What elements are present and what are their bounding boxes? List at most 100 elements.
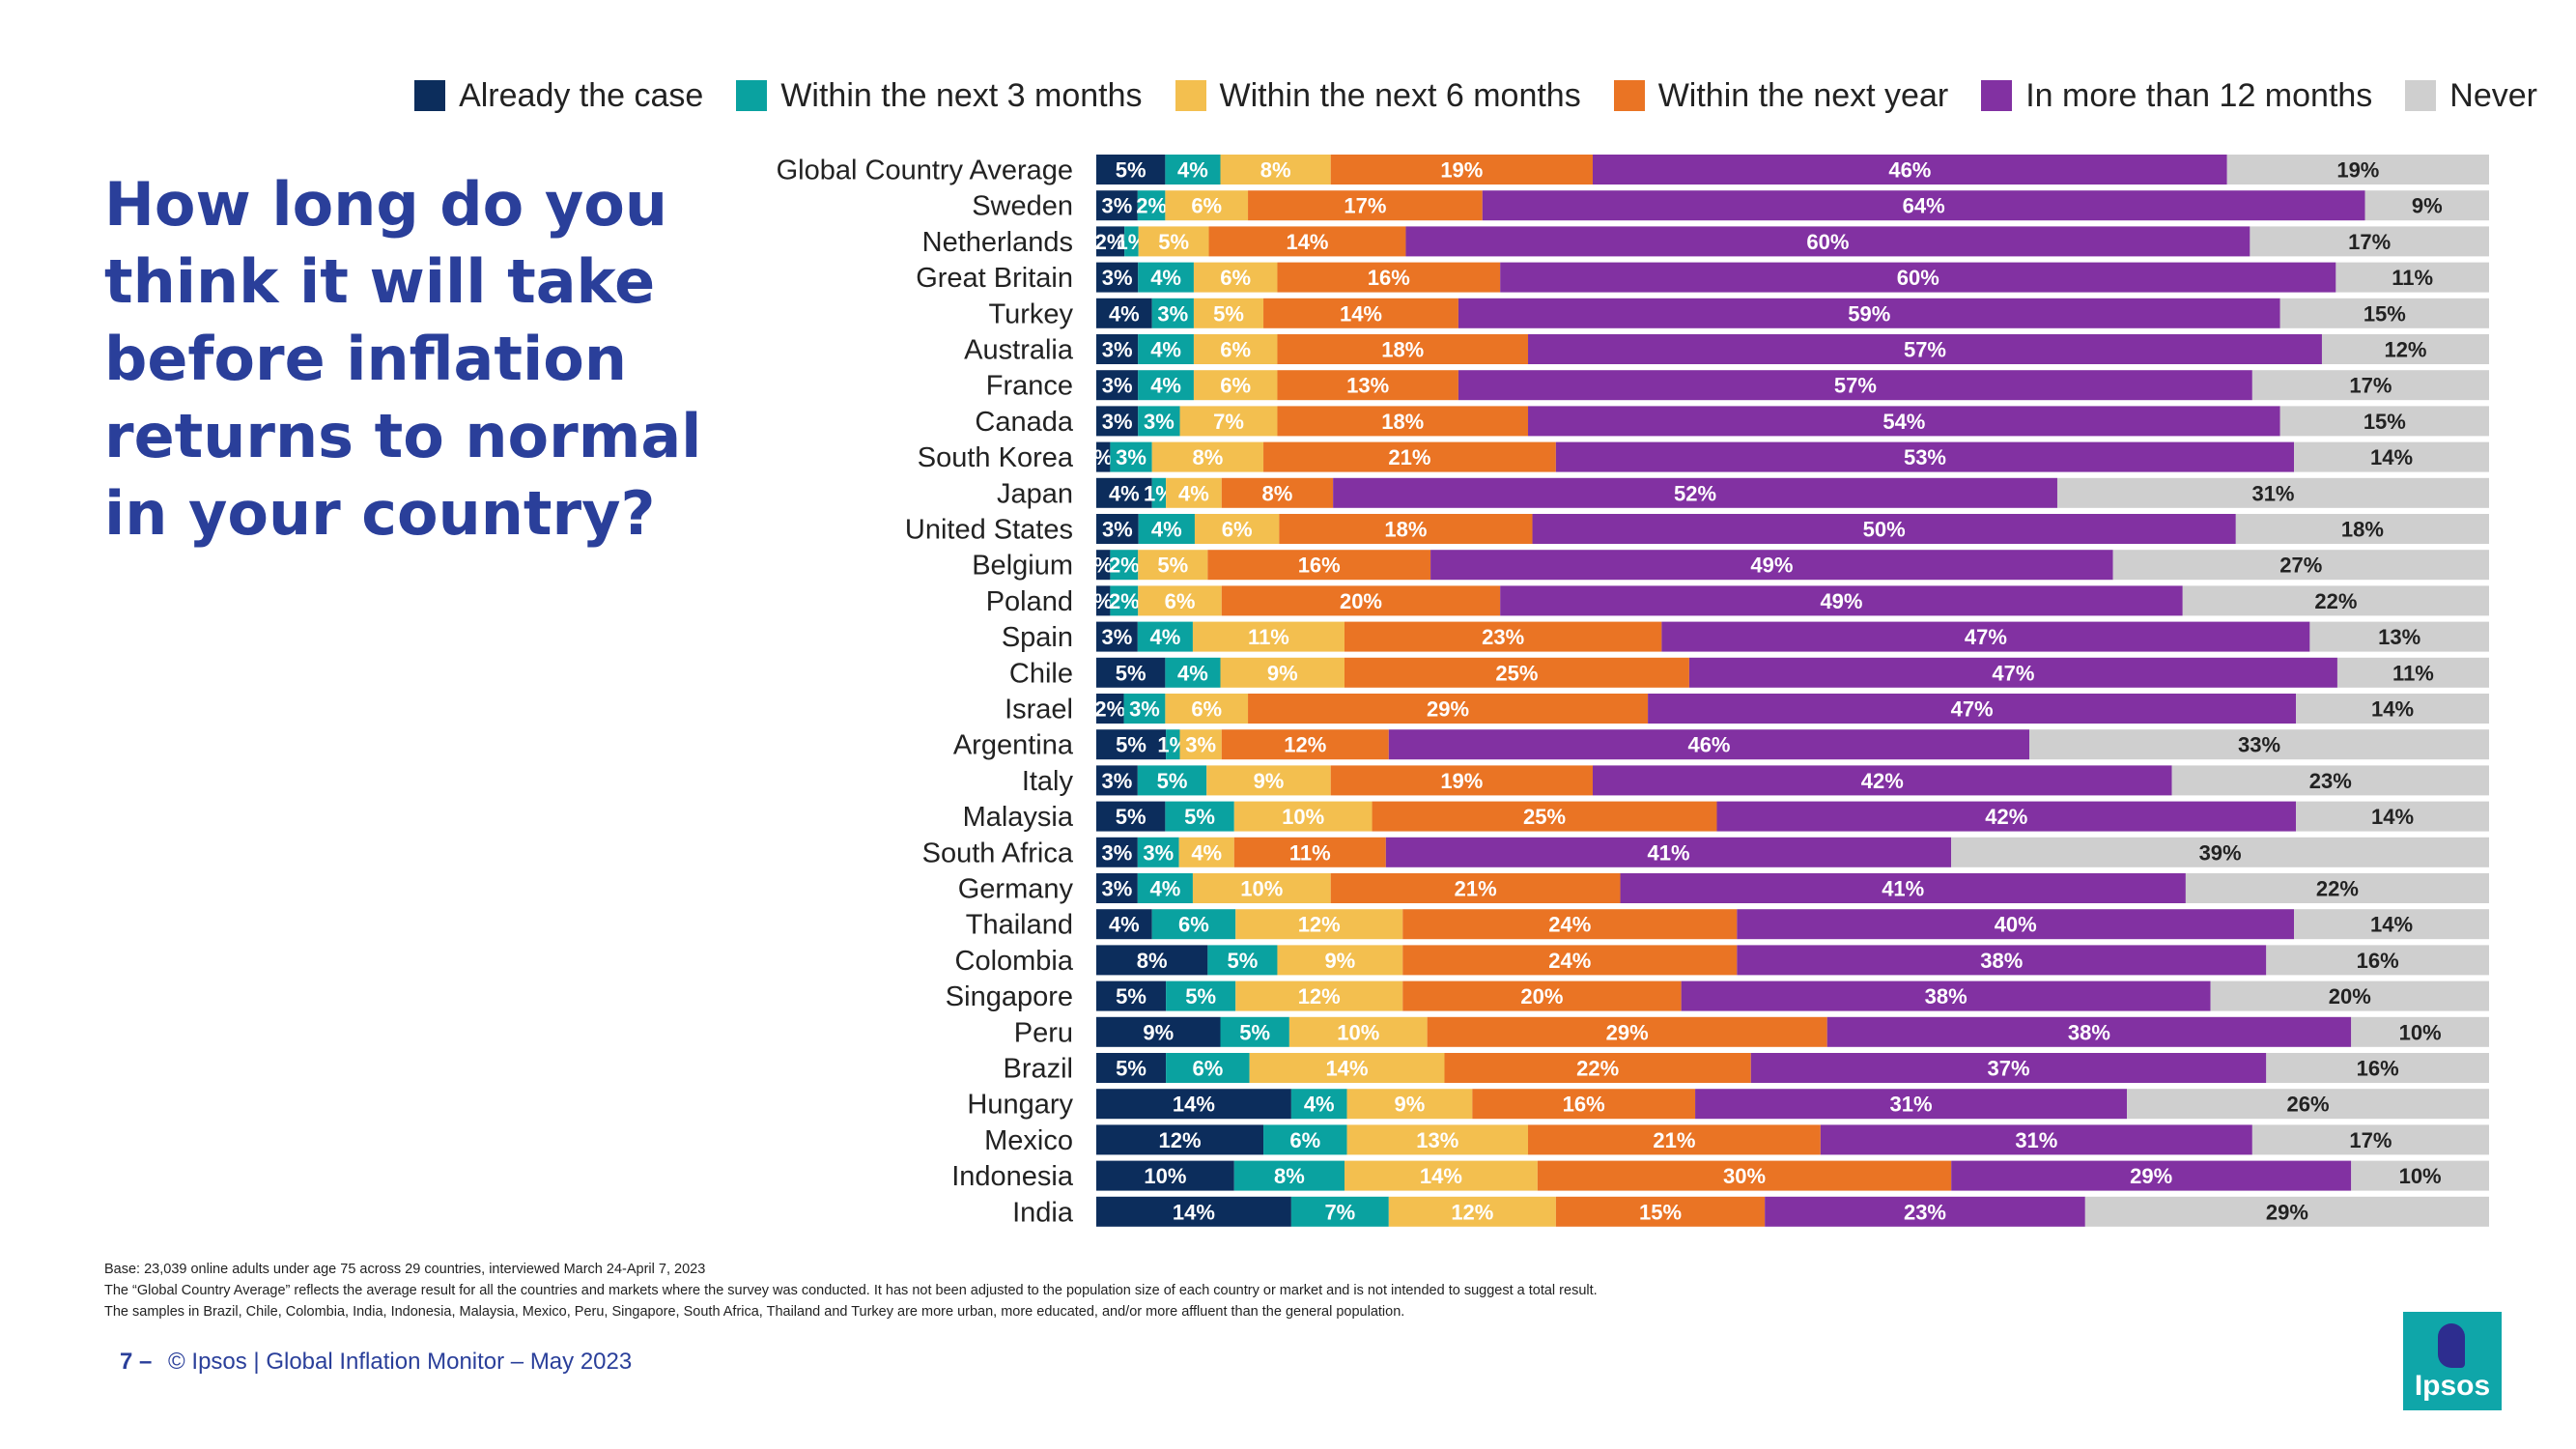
bar-value-label: 10% — [1144, 1164, 1186, 1188]
footer: 7 – © Ipsos | Global Inflation Monitor –… — [120, 1349, 632, 1376]
bar-value-label: 9% — [1254, 769, 1285, 793]
bar-segment — [1661, 621, 2310, 652]
bar-value-label: 38% — [1980, 949, 2023, 973]
bar-value-label: 41% — [1647, 840, 1689, 865]
bar-value-label: 10% — [1282, 805, 1324, 829]
bar-value-label: 11% — [1248, 625, 1289, 649]
bar-value-label: 3% — [1144, 410, 1175, 434]
bar-value-label: 16% — [1368, 266, 1410, 290]
bar-value-label: 12% — [2384, 338, 2426, 362]
category-label: Sweden — [972, 191, 1073, 222]
bar-value-label: 9% — [1395, 1093, 1426, 1117]
bar-segment — [1472, 1089, 1696, 1120]
bar-segment — [1194, 514, 1280, 544]
bar-value-label: 3% — [1102, 338, 1133, 362]
bar-value-label: 23% — [1904, 1200, 1946, 1224]
bar-segment — [1277, 370, 1458, 401]
bar-value-label: 17% — [2349, 374, 2392, 398]
bar-segment — [2250, 226, 2489, 257]
bar-segment — [1263, 441, 1556, 472]
bar-segment — [2266, 945, 2489, 976]
bar-segment — [1096, 909, 1152, 940]
bar-value-label: 5% — [1239, 1020, 1270, 1044]
bar-value-label: 8% — [1192, 445, 1223, 469]
bar-value-label: 54% — [1882, 410, 1925, 434]
footnote-base: Base: 23,039 online adults under age 75 … — [104, 1262, 706, 1277]
bar-segment — [1737, 909, 2295, 940]
bar-value-label: 41% — [1882, 877, 1924, 901]
bar-value-label: 14% — [1286, 230, 1328, 254]
category-label: Spain — [1002, 622, 1073, 653]
bar-value-label: 37% — [1987, 1057, 2029, 1081]
bar-segment — [1096, 694, 1124, 724]
bar-segment — [1192, 873, 1331, 903]
legend-label: Within the next year — [1657, 76, 1949, 114]
bar-value-label: 52% — [1674, 481, 1716, 505]
bar-segment — [1096, 406, 1139, 437]
bar-segment — [1193, 298, 1264, 328]
bar-segment — [2336, 657, 2489, 688]
category-label: Mexico — [984, 1125, 1073, 1156]
bar-segment — [1458, 298, 2280, 328]
category-label: South Africa — [922, 838, 1074, 868]
bar-value-label: 7% — [1324, 1200, 1355, 1224]
category-label: Hungary — [967, 1090, 1073, 1121]
bar-segment — [1233, 837, 1386, 867]
category-label: Italy — [1022, 766, 1074, 797]
bar-segment — [1233, 801, 1373, 832]
bar-segment — [1648, 694, 2297, 724]
bar-segment — [1385, 837, 1952, 867]
bar-value-label: 6% — [1178, 913, 1209, 937]
bar-segment — [1820, 1124, 2252, 1155]
bar-segment — [2056, 477, 2489, 508]
legend-item-6-months: Within the next 6 months — [1175, 77, 1581, 115]
bar-value-label: 5% — [1116, 661, 1146, 685]
bar-segment — [1555, 1196, 1766, 1227]
bar-segment — [1110, 585, 1139, 616]
bar-segment — [1166, 729, 1180, 760]
legend-item-never: Never — [2405, 77, 2537, 115]
bar-segment — [1096, 765, 1138, 796]
bar-value-label: 24% — [1548, 949, 1591, 973]
legend-swatch — [736, 80, 768, 111]
bar-segment — [1208, 226, 1406, 257]
bar-value-label: 15% — [1639, 1200, 1682, 1224]
chart-legend: Already the case Within the next 3 month… — [386, 71, 2537, 120]
category-label: South Korea — [918, 442, 1074, 473]
bar-value-label: 50% — [1863, 518, 1906, 542]
bar-segment — [1096, 621, 1138, 652]
bar-value-label: 6% — [1192, 1057, 1223, 1081]
bar-segment — [2321, 334, 2489, 364]
category-label: Israel — [1005, 695, 1073, 725]
bar-segment — [1096, 550, 1111, 581]
bar-segment — [2084, 1196, 2489, 1227]
bar-value-label: 2% — [1109, 554, 1140, 578]
bar-value-label: 3% — [1102, 625, 1133, 649]
bar-segment — [1096, 873, 1138, 903]
bar-segment — [1346, 1089, 1473, 1120]
bar-segment — [1500, 585, 2183, 616]
bar-value-label: 4% — [1191, 840, 1222, 865]
bar-segment — [1096, 334, 1139, 364]
bar-value-label: 25% — [1523, 805, 1566, 829]
legend-label: Within the next 6 months — [1219, 76, 1581, 114]
category-label: India — [1012, 1197, 1074, 1228]
bar-segment — [1344, 1160, 1538, 1191]
bar-value-label: 4% — [1150, 338, 1181, 362]
category-label: Netherlands — [922, 227, 1073, 258]
category-label: Colombia — [955, 946, 1074, 977]
bar-value-label: 12% — [1158, 1128, 1201, 1152]
bar-segment — [1290, 1089, 1347, 1120]
bar-value-label: 59% — [1848, 301, 1890, 326]
bar-segment — [1165, 155, 1221, 185]
bar-value-label: 7% — [1213, 410, 1244, 434]
category-label: Peru — [1014, 1017, 1073, 1048]
bar-segment — [2226, 155, 2489, 185]
bar-value-label: 16% — [2357, 1057, 2399, 1081]
bar-segment — [1179, 406, 1278, 437]
bar-value-label: % — [1093, 445, 1113, 469]
bar-value-label: 24% — [1548, 913, 1591, 937]
legend-swatch — [1175, 80, 1206, 111]
bar-value-label: 3% — [1102, 410, 1133, 434]
bar-value-label: 17% — [2348, 230, 2391, 254]
